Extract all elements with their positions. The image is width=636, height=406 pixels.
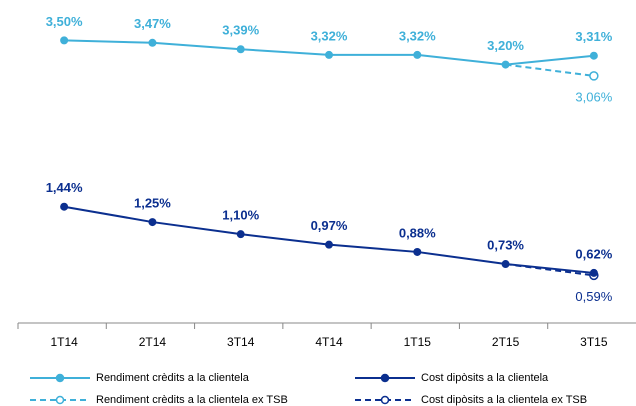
x-tick-label: 1T14 (50, 335, 78, 349)
point (501, 260, 510, 269)
data-label: 0,97% (311, 218, 348, 233)
data-label: 1,25% (134, 196, 171, 211)
point (589, 71, 599, 81)
x-tick-label: 2T14 (139, 335, 167, 349)
legend-label: Rendiment crèdits a la clientela (96, 372, 250, 384)
point (60, 36, 69, 45)
data-label: 3,50% (46, 14, 83, 29)
x-tick-label: 3T15 (580, 335, 608, 349)
data-label: 1,44% (46, 180, 83, 195)
data-label: 3,47% (134, 16, 171, 31)
point (60, 202, 69, 211)
data-label: 1,10% (222, 208, 259, 223)
point (325, 50, 333, 59)
point (413, 247, 422, 256)
legend-marker (380, 373, 390, 383)
data-label: 0,88% (399, 225, 436, 240)
point (501, 60, 510, 69)
data-label: 0,73% (487, 237, 524, 252)
point (413, 50, 422, 59)
data-label: 3,20% (487, 38, 524, 53)
point (148, 218, 157, 227)
data-label: 0,59% (575, 289, 612, 304)
point (148, 38, 157, 47)
legend-label: Cost dipòsits a la clientela ex TSB (421, 394, 587, 406)
series-line (505, 63, 594, 77)
point (236, 45, 245, 54)
data-label: 0,62% (575, 246, 612, 261)
legend-marker (55, 395, 65, 405)
point (236, 230, 245, 239)
point (589, 268, 598, 277)
point (589, 51, 598, 60)
x-tick-label: 4T14 (315, 335, 343, 349)
legend-label: Rendiment crèdits a la clientela ex TSB (96, 394, 288, 406)
data-label: 3,06% (575, 89, 612, 104)
data-label: 3,31% (575, 29, 612, 44)
legend-label: Cost dipòsits a la clientela (421, 372, 549, 384)
point (325, 240, 333, 249)
x-tick-label: 2T15 (492, 335, 520, 349)
data-label: 3,39% (222, 23, 259, 38)
legend-marker (55, 373, 65, 383)
data-label: 3,32% (311, 28, 348, 43)
legend-marker (380, 395, 390, 405)
x-tick-label: 1T15 (404, 335, 432, 349)
x-tick-label: 3T14 (227, 335, 255, 349)
data-label: 3,32% (399, 28, 436, 43)
